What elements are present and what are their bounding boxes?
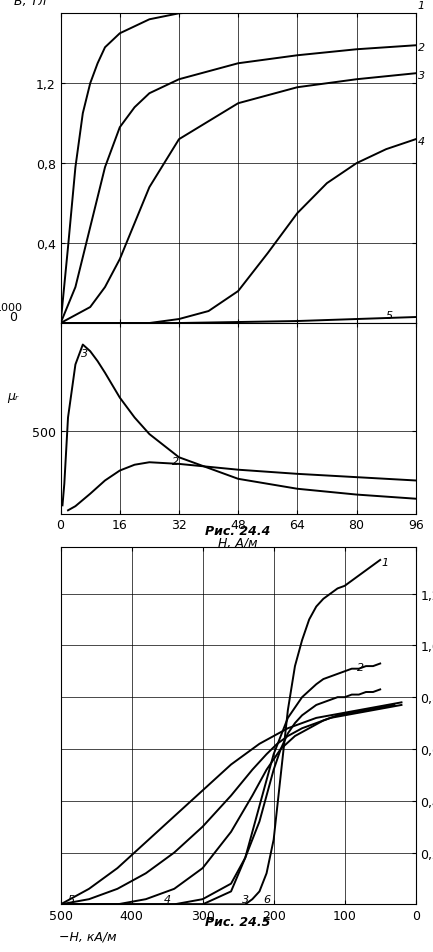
Text: −H, кА/м: −H, кА/м bbox=[59, 929, 116, 942]
Text: 5: 5 bbox=[386, 310, 393, 321]
Text: 3: 3 bbox=[242, 894, 249, 903]
Text: μᵣ: μᵣ bbox=[7, 389, 18, 403]
Text: Рис. 24.5: Рис. 24.5 bbox=[206, 915, 271, 927]
Text: 1: 1 bbox=[381, 558, 389, 567]
Text: 2: 2 bbox=[358, 663, 365, 672]
Text: 2: 2 bbox=[171, 456, 179, 466]
Text: 0: 0 bbox=[9, 310, 17, 324]
Text: 1000: 1000 bbox=[0, 303, 23, 312]
X-axis label: Н, А/м: Н, А/м bbox=[218, 536, 258, 549]
Text: 3: 3 bbox=[417, 71, 425, 81]
Text: В, Тл: В, Тл bbox=[14, 0, 47, 8]
Text: 4: 4 bbox=[417, 137, 425, 147]
Text: 3: 3 bbox=[81, 348, 88, 359]
Text: 6: 6 bbox=[263, 894, 270, 903]
Text: 2: 2 bbox=[417, 43, 425, 53]
Text: 4: 4 bbox=[164, 894, 171, 903]
Text: 5: 5 bbox=[68, 894, 75, 903]
Text: 1: 1 bbox=[417, 1, 425, 11]
Text: Рис. 24.4: Рис. 24.4 bbox=[206, 525, 271, 537]
